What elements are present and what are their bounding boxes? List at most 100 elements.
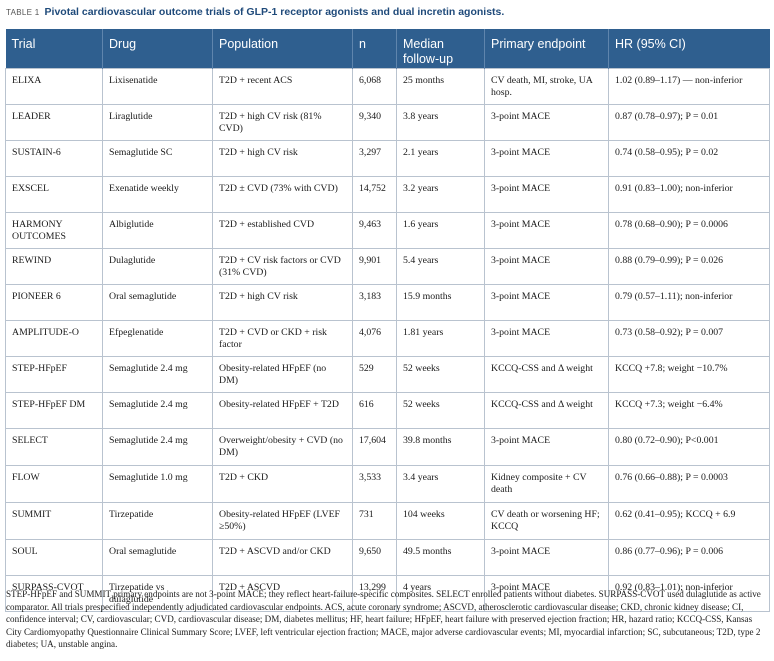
cell-n: 3,297 [352, 139, 397, 177]
cell-n: 17,604 [352, 427, 397, 466]
cell-follow-up: 15.9 months [396, 283, 485, 321]
cell-trial: AMPLITUDE-O [5, 319, 103, 357]
cell-trial: SOUL [5, 538, 103, 576]
cell-drug: Liraglutide [102, 103, 213, 141]
cell-trial: ELIXA [5, 67, 103, 105]
cell-drug: Semaglutide 2.4 mg [102, 391, 213, 429]
table-row: STEP-HFpEF Semaglutide 2.4 mg Obesity-re… [5, 355, 770, 393]
header-population: Population [212, 29, 353, 68]
table-row: SELECT Semaglutide 2.4 mg Overweight/obe… [5, 427, 770, 466]
table-row: EXSCEL Exenatide weekly T2D ± CVD (73% w… [5, 175, 770, 213]
cell-endpoint: 3-point MACE [484, 139, 609, 177]
cell-hr: 0.87 (0.78–0.97); P = 0.01 [608, 103, 770, 141]
table-row: STEP-HFpEF DM Semaglutide 2.4 mg Obesity… [5, 391, 770, 429]
cell-population: Obesity-related HFpEF + T2D [212, 391, 353, 429]
cell-follow-up: 2.1 years [396, 139, 485, 177]
cell-trial: HARMONY OUTCOMES [5, 211, 103, 249]
table-row: ELIXA Lixisenatide T2D + recent ACS 6,06… [5, 67, 770, 105]
cell-endpoint: KCCQ-CSS and Δ weight [484, 355, 609, 393]
cell-n: 9,650 [352, 538, 397, 576]
cell-drug: Semaglutide 1.0 mg [102, 464, 213, 503]
table-row: LEADER Liraglutide T2D + high CV risk (8… [5, 103, 770, 141]
cell-trial: LEADER [5, 103, 103, 141]
cell-trial: SUSTAIN-6 [5, 139, 103, 177]
cell-hr: KCCQ +7.8; weight −10.7% [608, 355, 770, 393]
table-title: Pivotal cardiovascular outcome trials of… [44, 6, 505, 18]
cell-endpoint: 3-point MACE [484, 103, 609, 141]
cell-endpoint: 3-point MACE [484, 538, 609, 576]
cell-n: 616 [352, 391, 397, 429]
cell-population: Obesity-related HFpEF (LVEF ≥50%) [212, 501, 353, 540]
cell-trial: SUMMIT [5, 501, 103, 540]
cell-follow-up: 25 months [396, 67, 485, 105]
table-row: REWIND Dulaglutide T2D + CV risk factors… [5, 247, 770, 285]
cell-population: T2D + CV risk factors or CVD (31% CVD) [212, 247, 353, 285]
table-row: SUSTAIN-6 Semaglutide SC T2D + high CV r… [5, 139, 770, 177]
cell-follow-up: 3.8 years [396, 103, 485, 141]
header-hr: HR (95% CI) [608, 29, 770, 68]
cell-follow-up: 104 weeks [396, 501, 485, 540]
cell-drug: Tirzepatide [102, 501, 213, 540]
cell-population: T2D ± CVD (73% with CVD) [212, 175, 353, 213]
cell-follow-up: 49.5 months [396, 538, 485, 576]
header-row: Trial Drug Population n Median follow-up… [5, 29, 770, 68]
cell-drug: Albiglutide [102, 211, 213, 249]
trials-table: Trial Drug Population n Median follow-up… [5, 29, 770, 612]
cell-n: 14,752 [352, 175, 397, 213]
cell-endpoint: 3-point MACE [484, 283, 609, 321]
cell-n: 4,076 [352, 319, 397, 357]
cell-hr: KCCQ +7.3; weight −6.4% [608, 391, 770, 429]
cell-follow-up: 1.6 years [396, 211, 485, 249]
header-drug: Drug [102, 29, 213, 68]
table-row: SURPASS-CVOT Tirzepatide vs dulaglutide … [5, 574, 770, 612]
cell-endpoint: CV death, MI, stroke, UA hosp. [484, 67, 609, 105]
cell-hr: 0.80 (0.72–0.90); P<0.001 [608, 427, 770, 466]
table-row: SOUL Oral semaglutide T2D + ASCVD and/or… [5, 538, 770, 576]
cell-trial: FLOW [5, 464, 103, 503]
cell-follow-up: 52 weeks [396, 391, 485, 429]
cell-hr: 0.74 (0.58–0.95); P = 0.02 [608, 139, 770, 177]
cell-hr: 0.79 (0.57–1.11); non-inferior [608, 283, 770, 321]
cell-hr: 0.88 (0.79–0.99); P = 0.026 [608, 247, 770, 285]
cell-hr: 0.78 (0.68–0.90); P = 0.0006 [608, 211, 770, 249]
cell-drug: Exenatide weekly [102, 175, 213, 213]
header-primary-endpoint: Primary endpoint [484, 29, 609, 68]
table-row: HARMONY OUTCOMES Albiglutide T2D + estab… [5, 211, 770, 249]
cell-population: T2D + ASCVD [212, 574, 353, 612]
cell-endpoint: 3-point MACE [484, 211, 609, 249]
footnote-text: STEP-HFpEF and SUMMIT primary endpoints … [6, 589, 761, 649]
cell-population: T2D + ASCVD and/or CKD [212, 538, 353, 576]
cell-follow-up: 3.4 years [396, 464, 485, 503]
cell-drug: Semaglutide SC [102, 139, 213, 177]
cell-endpoint: 3-point MACE [484, 319, 609, 357]
cell-population: T2D + established CVD [212, 211, 353, 249]
cell-n: 529 [352, 355, 397, 393]
cell-hr: 0.86 (0.77–0.96); P = 0.006 [608, 538, 770, 576]
cell-population: Overweight/obesity + CVD (no DM) [212, 427, 353, 466]
cell-population: Obesity-related HFpEF (no DM) [212, 355, 353, 393]
cell-hr: 0.91 (0.83–1.00); non-inferior [608, 175, 770, 213]
table-row: FLOW Semaglutide 1.0 mg T2D + CKD 3,533 … [5, 464, 770, 503]
cell-drug: Efpeglenatide [102, 319, 213, 357]
cell-drug: Semaglutide 2.4 mg [102, 355, 213, 393]
cell-follow-up: 4 years [396, 574, 485, 612]
table-row: PIONEER 6 Oral semaglutide T2D + high CV… [5, 283, 770, 321]
cell-trial: EXSCEL [5, 175, 103, 213]
cell-follow-up: 39.8 months [396, 427, 485, 466]
cell-population: T2D + high CV risk [212, 139, 353, 177]
cell-follow-up: 1.81 years [396, 319, 485, 357]
cell-endpoint: 3-point MACE [484, 427, 609, 466]
cell-n: 3,183 [352, 283, 397, 321]
cell-endpoint: 3-point MACE [484, 574, 609, 612]
cell-n: 731 [352, 501, 397, 540]
cell-endpoint: KCCQ-CSS and Δ weight [484, 391, 609, 429]
cell-endpoint: 3-point MACE [484, 175, 609, 213]
table-label: TABLE 1 [6, 8, 40, 17]
cell-follow-up: 3.2 years [396, 175, 485, 213]
cell-population: T2D + recent ACS [212, 67, 353, 105]
cell-follow-up: 52 weeks [396, 355, 485, 393]
cell-drug: Oral semaglutide [102, 538, 213, 576]
cell-n: 9,463 [352, 211, 397, 249]
cell-n: 6,068 [352, 67, 397, 105]
cell-hr: 0.92 (0.83–1.01); non-inferior [608, 574, 770, 612]
